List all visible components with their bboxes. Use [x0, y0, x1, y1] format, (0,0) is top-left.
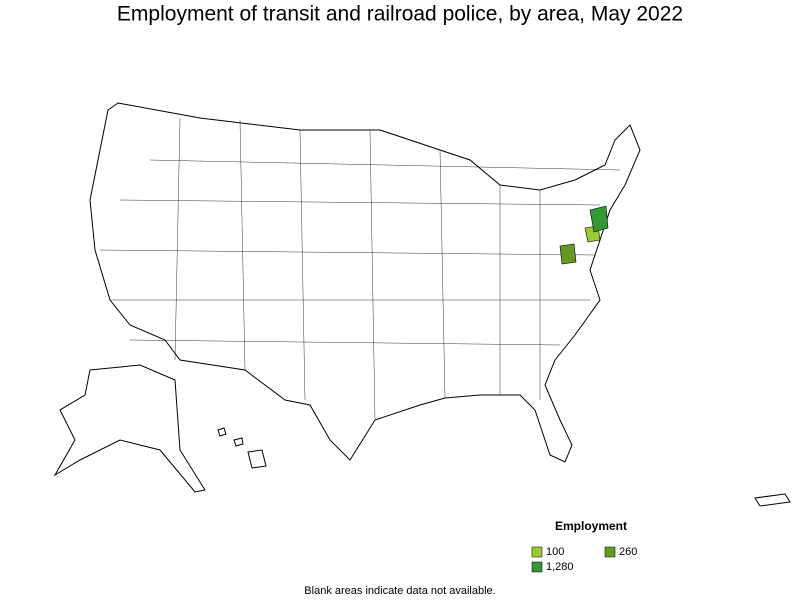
puerto-rico: [754, 493, 791, 507]
map-title: Employment of transit and railroad polic…: [117, 3, 683, 26]
footnote: Blank areas indicate data not available.: [304, 585, 495, 597]
highlighted-areas: [559, 205, 609, 265]
legend-swatch: [604, 546, 616, 558]
us-map: [53, 102, 791, 507]
legend: 100 260 1,280: [531, 546, 637, 573]
area-borders: [99, 117, 621, 421]
legend-label: 100: [546, 546, 564, 558]
legend-label: 260: [619, 546, 637, 558]
contiguous-us: [89, 102, 641, 463]
legend-title: Employment: [555, 519, 627, 533]
legend-label: 1,280: [546, 561, 574, 573]
highlighted-area: [589, 205, 609, 233]
legend-swatch: [531, 546, 543, 558]
hawaii: [217, 427, 267, 469]
alaska: [53, 364, 206, 493]
highlighted-area: [559, 243, 577, 265]
legend-swatch: [531, 561, 543, 573]
